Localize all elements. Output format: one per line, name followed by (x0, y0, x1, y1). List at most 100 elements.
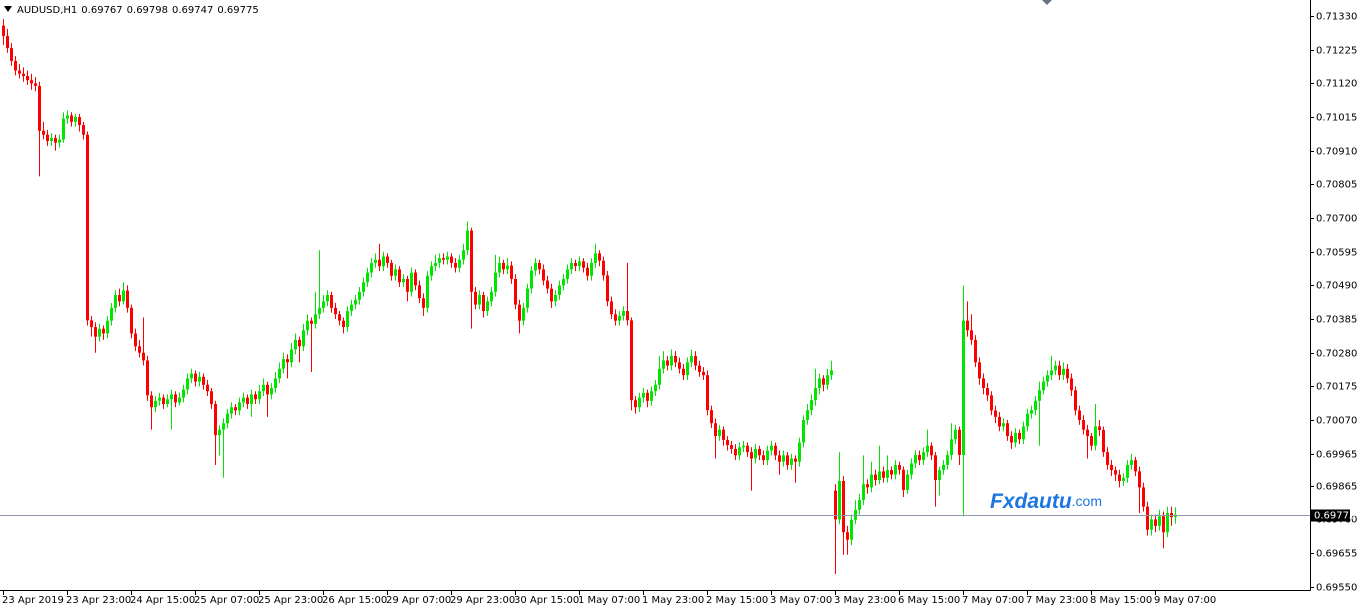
candle-body (1114, 470, 1117, 475)
candle-body (370, 262, 373, 273)
candle-body (70, 115, 73, 122)
candle-body (726, 439, 729, 446)
candle-body (146, 360, 149, 396)
candle-body (510, 265, 513, 279)
y-tick-label: 0.70280 (1316, 349, 1357, 360)
candle-body (50, 137, 53, 142)
x-tick-label: 1 May 07:00 (578, 595, 640, 606)
candle-body (638, 397, 641, 408)
candle-body (1126, 464, 1129, 478)
candle-body (134, 333, 137, 347)
candle-body (778, 455, 781, 462)
candle-body (1166, 513, 1169, 533)
candle-body (478, 295, 481, 305)
candle-body (618, 315, 621, 321)
candle-body (394, 269, 397, 276)
candle-body (230, 407, 233, 414)
y-tick-label: 0.71225 (1316, 46, 1357, 57)
candle-body (270, 387, 273, 395)
candle-body (362, 282, 365, 292)
y-tick-label: 0.71015 (1316, 113, 1357, 124)
y-tick-label: 0.70490 (1316, 281, 1357, 292)
candle-body (994, 410, 997, 417)
candle-body (306, 320, 309, 331)
x-tick-label: 7 May 07:00 (962, 595, 1024, 606)
candle-body (942, 464, 945, 471)
candle-body (722, 429, 725, 440)
candle-body (190, 373, 193, 379)
candle-body (1162, 516, 1165, 533)
candle-body (1058, 365, 1061, 376)
candle-body (626, 311, 629, 321)
candle-body (630, 320, 633, 401)
x-tick-label: 1 May 23:00 (642, 595, 704, 606)
candle-body (74, 117, 77, 122)
candle-body (730, 445, 733, 449)
candle-body (670, 355, 673, 366)
candle-body (1154, 519, 1157, 526)
candle-body (1054, 365, 1057, 371)
candle-body (678, 362, 681, 369)
candle-body (602, 260, 605, 276)
candle-body (534, 262, 537, 271)
candle-body (582, 261, 585, 268)
candle-body (98, 328, 101, 337)
candle-body (850, 519, 853, 540)
candle-body (1066, 368, 1069, 379)
candle-body (930, 445, 933, 456)
candle-body (346, 311, 349, 328)
candle-body (482, 295, 485, 312)
candle-body (902, 469, 905, 490)
candle-body (350, 304, 353, 312)
candle-body (890, 470, 893, 475)
candle-body (650, 391, 653, 401)
candle-body (10, 48, 13, 61)
candle-body (858, 499, 861, 510)
candle-body (682, 368, 685, 376)
candle-body (566, 269, 569, 279)
candle-body (434, 262, 437, 267)
candle-body (130, 307, 133, 334)
candle-body (754, 448, 757, 459)
candle-body (474, 291, 477, 305)
candle-body (614, 314, 617, 321)
candle-body (1010, 436, 1013, 443)
candle-body (658, 368, 661, 385)
candle-body (1014, 432, 1017, 443)
candle-body (442, 258, 445, 260)
candle-body (454, 262, 457, 268)
candle-body (338, 314, 341, 321)
candle-body (250, 394, 253, 405)
candle-body (214, 404, 217, 436)
candle-body (822, 378, 825, 385)
x-tick-label: 7 May 23:00 (1026, 595, 1088, 606)
candle-body (386, 256, 389, 263)
candle-body (22, 73, 25, 76)
candle-body (106, 320, 109, 334)
candle-body (938, 470, 941, 481)
candle-body (354, 299, 357, 305)
candle-body (2, 25, 5, 36)
candle-body (750, 452, 753, 459)
candle-body (842, 480, 845, 533)
candle-body (554, 295, 557, 302)
candle-body (1078, 410, 1081, 421)
y-tick-label: 0.70070 (1316, 416, 1357, 427)
candle-body (598, 253, 601, 261)
candle-body (398, 269, 401, 283)
candle-body (798, 442, 801, 462)
candle-body (706, 375, 709, 411)
candle-body (494, 272, 497, 292)
candle-body (62, 118, 65, 140)
candle-body (290, 349, 293, 363)
candle-body (430, 266, 433, 276)
candle-body (406, 278, 409, 292)
candle-body (1086, 429, 1089, 437)
candle-body (642, 392, 645, 398)
candle-body (1130, 460, 1133, 465)
menu-arrow[interactable] (4, 6, 12, 12)
candle-body (774, 445, 777, 456)
candle-body (838, 480, 841, 520)
candle-body (294, 339, 297, 350)
candle-body (1118, 474, 1121, 481)
